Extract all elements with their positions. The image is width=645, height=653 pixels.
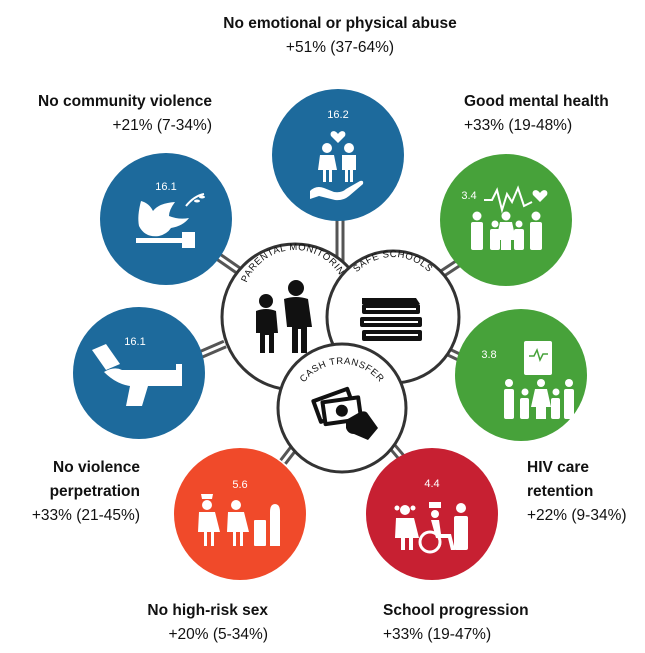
- outcome-title: School progression: [383, 602, 529, 619]
- books-icon: [360, 298, 422, 341]
- outcome-title-line2: perpetration: [49, 483, 140, 500]
- outcome-title: Good mental health: [464, 93, 609, 110]
- outcome-value: +33% (19-48%): [464, 117, 573, 134]
- outcome-label-abuse: No emotional or physical abuse +51% (37-…: [170, 12, 510, 60]
- parent-child-icon: [256, 280, 312, 353]
- outcome-value: +33% (21-45%): [31, 507, 140, 524]
- outcome-label-school-progression: School progression +33% (19-47%): [383, 599, 603, 647]
- outcome-title-line1: HIV care: [527, 459, 590, 476]
- sdg-number-community-violence: 16.1: [155, 181, 176, 193]
- sdg-number-violence-perpetration: 16.1: [124, 336, 145, 348]
- outcome-circle-community-violence: 16.1: [100, 153, 232, 285]
- outcome-value: +51% (37-64%): [285, 39, 395, 56]
- girls-contraceptive-icon: [198, 494, 280, 546]
- outcome-title: No high-risk sex: [147, 602, 268, 619]
- outcome-value: +22% (9-34%): [527, 507, 627, 524]
- sdg-number-high-risk-sex: 5.6: [232, 479, 247, 491]
- children-wheelchair-icon: [394, 502, 468, 554]
- sdg-number-mental-health: 3.4: [461, 190, 476, 202]
- outcome-title: No community violence: [38, 93, 212, 110]
- pistol-hand-icon: [92, 344, 182, 406]
- sdg-number-abuse: 16.2: [327, 109, 348, 121]
- dove-gavel-icon: [136, 193, 205, 248]
- outcome-label-community-violence: No community violence +21% (7-34%): [6, 90, 212, 138]
- outcome-label-violence-perpetration: No violence perpetration +33% (21-45%): [2, 456, 140, 528]
- outcome-circle-mental-health: 3.4: [440, 154, 572, 286]
- outcome-value: +33% (19-47%): [383, 626, 492, 643]
- outcome-title-line2: retention: [527, 483, 594, 500]
- children-heart-hand-icon: [310, 131, 364, 201]
- outcome-circle-violence-perpetration: 16.1: [73, 307, 205, 439]
- sdg-number-hiv: 3.8: [481, 349, 496, 361]
- outcome-value: +20% (5-34%): [168, 626, 268, 643]
- outcome-title-line1: No violence: [53, 459, 140, 476]
- outcome-label-mental-health: Good mental health +33% (19-48%): [464, 90, 642, 138]
- outcome-circle-abuse: 16.2: [272, 89, 404, 221]
- outcome-circle-school-progression: 4.4: [366, 448, 498, 580]
- outcome-title: No emotional or physical abuse: [223, 15, 457, 32]
- intervention-circle-cash: CASH TRANSFER: [276, 342, 408, 474]
- outcome-value: +21% (7-34%): [112, 117, 212, 134]
- family-heartbeat-icon: [471, 185, 548, 250]
- sdg-number-school-progression: 4.4: [424, 478, 439, 490]
- outcome-circle-hiv: 3.8: [455, 309, 587, 441]
- outcome-label-high-risk-sex: No high-risk sex +20% (5-34%): [60, 599, 268, 647]
- cash-hand-icon: [311, 386, 378, 440]
- outcome-circle-high-risk-sex: 5.6: [174, 448, 306, 580]
- clipboard-family-icon: [504, 341, 574, 419]
- outcome-label-hiv: HIV care retention +22% (9-34%): [527, 456, 645, 528]
